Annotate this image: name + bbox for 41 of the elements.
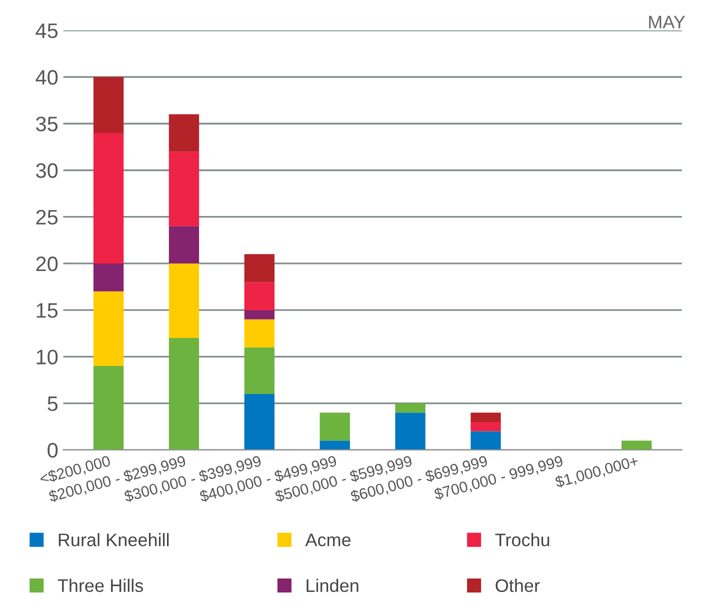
bar bbox=[244, 254, 275, 282]
bar bbox=[470, 422, 501, 432]
legend-label: Linden bbox=[306, 578, 358, 592]
bar bbox=[93, 291, 124, 366]
y-tick-label: 30 bbox=[36, 163, 58, 178]
y-tick-label: 15 bbox=[36, 303, 58, 318]
bar bbox=[320, 412, 350, 441]
legend-label: Trochu bbox=[495, 533, 550, 546]
y-tick-label: 35 bbox=[36, 116, 58, 132]
bar bbox=[320, 440, 350, 450]
bar bbox=[244, 282, 275, 310]
bar bbox=[168, 338, 200, 450]
bar bbox=[93, 77, 124, 133]
y-tick-label: 20 bbox=[36, 256, 58, 272]
y-tick-label: 40 bbox=[36, 70, 58, 85]
legend-label: Three Hills bbox=[58, 578, 144, 592]
bar bbox=[244, 394, 275, 450]
legend-label: Acme bbox=[305, 534, 351, 546]
bar bbox=[93, 132, 124, 264]
y-tick-label: 10 bbox=[36, 350, 58, 364]
legend-label: Rural Kneehill bbox=[58, 533, 169, 546]
bar bbox=[470, 431, 501, 450]
chart-subtitle: MAY bbox=[649, 16, 686, 28]
bar bbox=[93, 263, 124, 292]
bar bbox=[244, 310, 275, 320]
bar bbox=[244, 347, 275, 394]
bar bbox=[168, 263, 200, 338]
bar bbox=[168, 226, 200, 264]
bar bbox=[168, 152, 200, 226]
bar bbox=[395, 412, 426, 450]
bar bbox=[93, 366, 124, 450]
y-tick-label: 5 bbox=[48, 396, 58, 412]
legend-label: Other bbox=[496, 578, 540, 592]
bar bbox=[470, 412, 501, 422]
bar bbox=[622, 440, 652, 450]
bar bbox=[244, 319, 275, 348]
y-tick-label: 25 bbox=[36, 210, 58, 225]
y-tick-label: 45 bbox=[36, 24, 58, 38]
bar bbox=[168, 114, 200, 152]
bar bbox=[395, 403, 426, 413]
y-tick-label: 0 bbox=[48, 442, 58, 458]
